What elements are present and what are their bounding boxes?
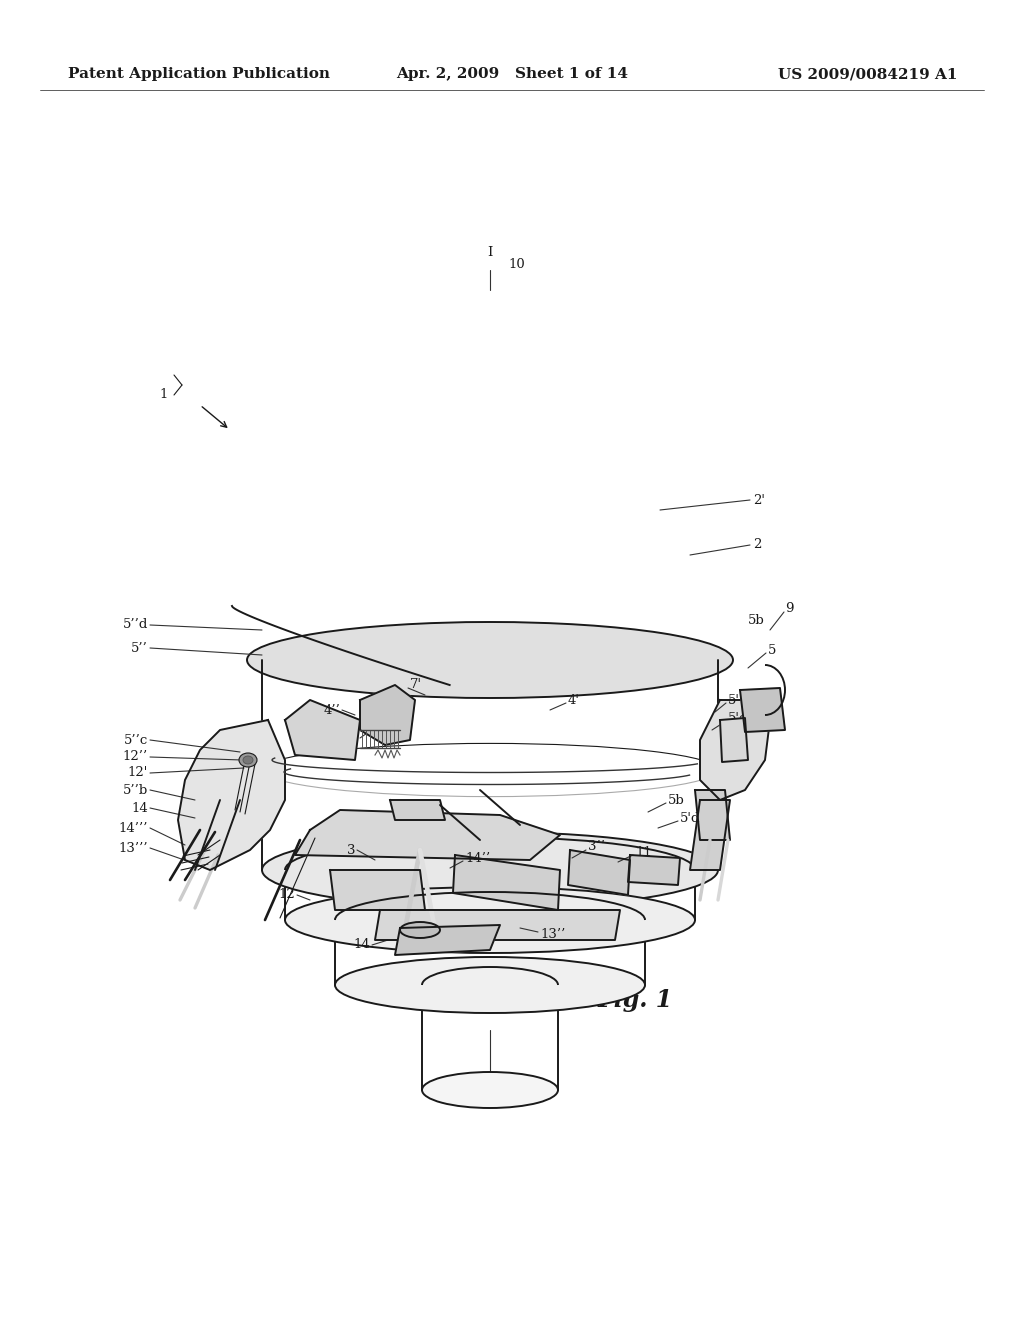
Text: 13’’: 13’’ [540,928,565,941]
Text: 1: 1 [160,388,168,401]
Polygon shape [628,855,680,884]
Ellipse shape [422,1072,558,1107]
Polygon shape [178,719,285,870]
Text: 9': 9' [375,719,387,733]
Text: 5’’e: 5’’e [415,801,439,814]
Text: Patent Application Publication: Patent Application Publication [68,67,330,81]
Text: 5: 5 [768,644,776,656]
Polygon shape [285,700,360,760]
Text: 13’’’: 13’’’ [119,842,148,854]
Ellipse shape [247,622,733,698]
Text: 5'c: 5'c [728,711,748,725]
Text: 5': 5' [728,693,740,706]
Text: 5’’b: 5’’b [123,784,148,796]
Ellipse shape [243,756,253,764]
Text: 5'd: 5'd [680,812,700,825]
Text: 2': 2' [753,494,765,507]
Text: 3: 3 [346,843,355,857]
Polygon shape [720,718,748,762]
Text: 9: 9 [785,602,794,615]
Text: 5’’: 5’’ [131,642,148,655]
Polygon shape [740,688,785,733]
Text: 7': 7' [410,678,422,692]
Text: 2: 2 [753,539,762,552]
Text: 12’’: 12’’ [123,751,148,763]
Text: 14’’: 14’’ [465,851,490,865]
Ellipse shape [400,921,440,939]
Text: 4’’: 4’’ [324,704,340,717]
Ellipse shape [262,832,718,908]
Polygon shape [395,925,500,954]
Text: 5b: 5b [668,793,685,807]
Ellipse shape [285,887,695,953]
Polygon shape [295,810,560,861]
Text: 11: 11 [635,846,651,858]
Ellipse shape [239,752,257,767]
Polygon shape [375,909,620,940]
Polygon shape [360,685,415,744]
Polygon shape [695,789,730,840]
Text: US 2009/0084219 A1: US 2009/0084219 A1 [778,67,958,81]
Text: 14: 14 [353,939,370,952]
Text: 10: 10 [508,259,524,272]
Text: 4': 4' [568,693,580,706]
Text: 3’’: 3’’ [588,841,605,854]
Text: Apr. 2, 2009   Sheet 1 of 14: Apr. 2, 2009 Sheet 1 of 14 [396,67,628,81]
Text: 5’’d: 5’’d [123,619,148,631]
Text: 14: 14 [131,801,148,814]
Polygon shape [390,800,445,820]
Text: 5’’c: 5’’c [124,734,148,747]
Polygon shape [700,700,770,800]
Text: 14’’’: 14’’’ [119,821,148,834]
Polygon shape [330,870,425,909]
Text: Fig. 1: Fig. 1 [597,987,673,1012]
Text: 12: 12 [279,888,295,902]
Ellipse shape [335,957,645,1012]
Text: 5b: 5b [748,614,765,627]
Polygon shape [690,800,730,870]
Text: I: I [487,247,493,260]
Polygon shape [568,850,630,895]
Text: 12': 12' [128,767,148,780]
Polygon shape [453,855,560,909]
